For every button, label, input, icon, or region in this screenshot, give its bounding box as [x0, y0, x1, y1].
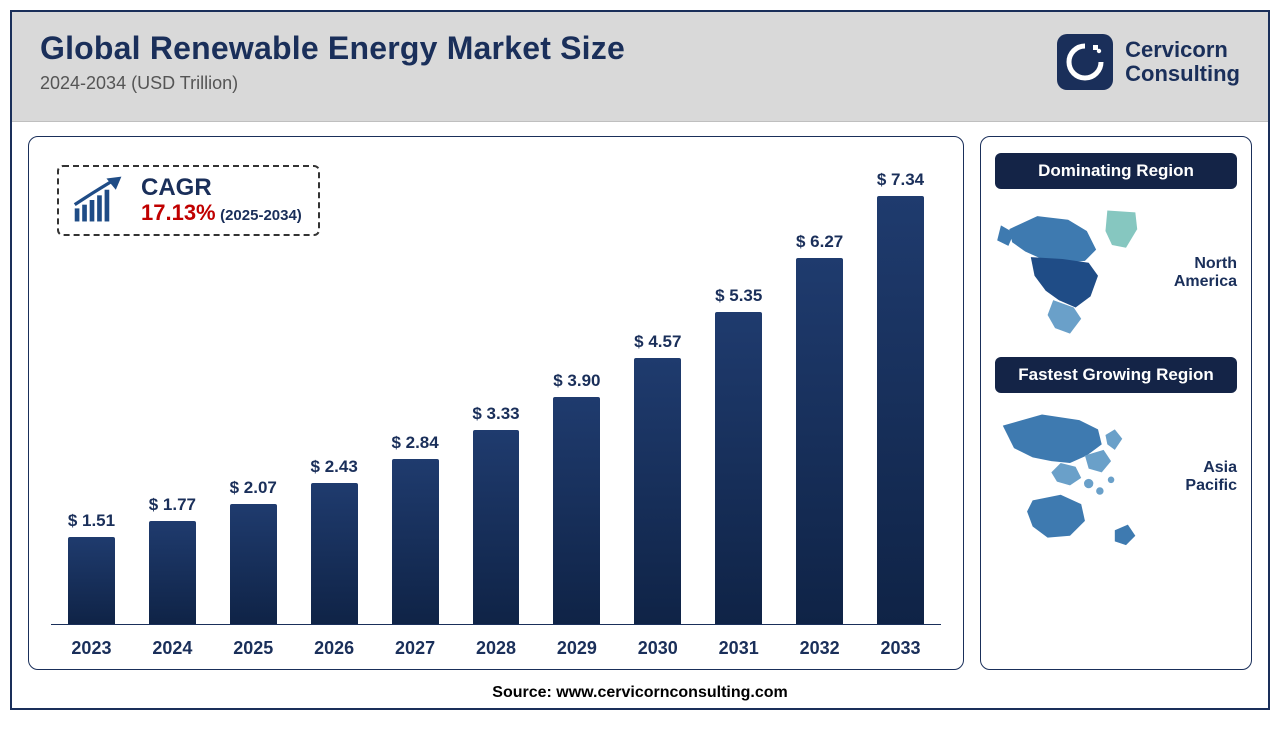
bar-value-label: $ 3.33 [472, 404, 519, 424]
fastest-region-name: Asia Pacific [1153, 459, 1237, 495]
bar-column: $ 7.34 [860, 157, 941, 625]
page-title: Global Renewable Energy Market Size [40, 30, 625, 67]
bar-column: $ 6.27 [779, 157, 860, 625]
bar-value-label: $ 2.84 [391, 433, 438, 453]
dominating-region-name: North America [1153, 255, 1237, 291]
regions-panel: Dominating Region North America Fastest … [980, 136, 1252, 670]
x-axis-label: 2029 [536, 638, 617, 659]
cagr-value: 17.13% [141, 200, 216, 225]
x-axis-label: 2028 [456, 638, 537, 659]
bar [68, 537, 115, 625]
bar-value-label: $ 7.34 [877, 170, 924, 190]
brand-logo: Cervicorn Consulting [1057, 34, 1240, 90]
x-axis-label: 2025 [213, 638, 294, 659]
cagr-badge: CAGR 17.13% (2025-2034) [57, 165, 320, 236]
bar-value-label: $ 2.43 [311, 457, 358, 477]
bar-column: $ 4.57 [617, 157, 698, 625]
x-axis-label: 2033 [860, 638, 941, 659]
cagr-period: (2025-2034) [220, 207, 302, 224]
x-axis-label: 2023 [51, 638, 132, 659]
x-axis-label: 2026 [294, 638, 375, 659]
asia-pacific-map-icon [995, 407, 1145, 547]
bar [796, 258, 843, 625]
title-block: Global Renewable Energy Market Size 2024… [40, 30, 625, 94]
bar [634, 358, 681, 625]
x-axis-label: 2030 [617, 638, 698, 659]
bar-column: $ 5.35 [698, 157, 779, 625]
fastest-region-block: Asia Pacific [995, 407, 1237, 547]
x-axis-label: 2027 [375, 638, 456, 659]
bar [311, 483, 358, 625]
north-america-map-icon [995, 203, 1145, 343]
brand-name-line2: Consulting [1125, 62, 1240, 86]
cagr-text-block: CAGR 17.13% (2025-2034) [141, 175, 302, 226]
bar-value-label: $ 3.90 [553, 371, 600, 391]
bar-value-label: $ 1.51 [68, 511, 115, 531]
x-axis-label: 2032 [779, 638, 860, 659]
fastest-region-heading: Fastest Growing Region [995, 357, 1237, 393]
x-axis-label: 2031 [698, 638, 779, 659]
bar [230, 504, 277, 625]
x-axis-line [51, 624, 941, 626]
brand-name: Cervicorn Consulting [1125, 38, 1240, 86]
bar [149, 521, 196, 625]
bar [392, 459, 439, 625]
bar-value-label: $ 5.35 [715, 286, 762, 306]
bar-column: $ 2.84 [375, 157, 456, 625]
x-axis-label: 2024 [132, 638, 213, 659]
bar [473, 430, 520, 625]
infographic-frame: Global Renewable Energy Market Size 2024… [10, 10, 1270, 710]
brand-mark-icon [1057, 34, 1113, 90]
page-subtitle: 2024-2034 (USD Trillion) [40, 73, 625, 94]
bar-value-label: $ 2.07 [230, 478, 277, 498]
bar-column: $ 3.33 [456, 157, 537, 625]
bar [715, 312, 762, 625]
bar [553, 397, 600, 625]
cagr-label: CAGR [141, 174, 212, 201]
dominating-region-heading: Dominating Region [995, 153, 1237, 189]
brand-name-line1: Cervicorn [1125, 38, 1240, 62]
chart-panel: CAGR 17.13% (2025-2034) $ 1.51 $ 1.77 $ 2.… [28, 136, 964, 670]
bar-value-label: $ 6.27 [796, 232, 843, 252]
bar-column: $ 3.90 [536, 157, 617, 625]
content-row: CAGR 17.13% (2025-2034) $ 1.51 $ 1.77 $ 2.… [12, 122, 1268, 670]
x-axis-labels: 2023202420252026202720282029203020312032… [51, 638, 941, 659]
header-bar: Global Renewable Energy Market Size 2024… [12, 12, 1268, 122]
bar [877, 196, 924, 625]
bar-value-label: $ 1.77 [149, 495, 196, 515]
dominating-region-block: North America [995, 203, 1237, 343]
bar-value-label: $ 4.57 [634, 332, 681, 352]
source-footer: Source: www.cervicornconsulting.com [12, 684, 1268, 702]
growth-arrow-icon [71, 176, 127, 224]
